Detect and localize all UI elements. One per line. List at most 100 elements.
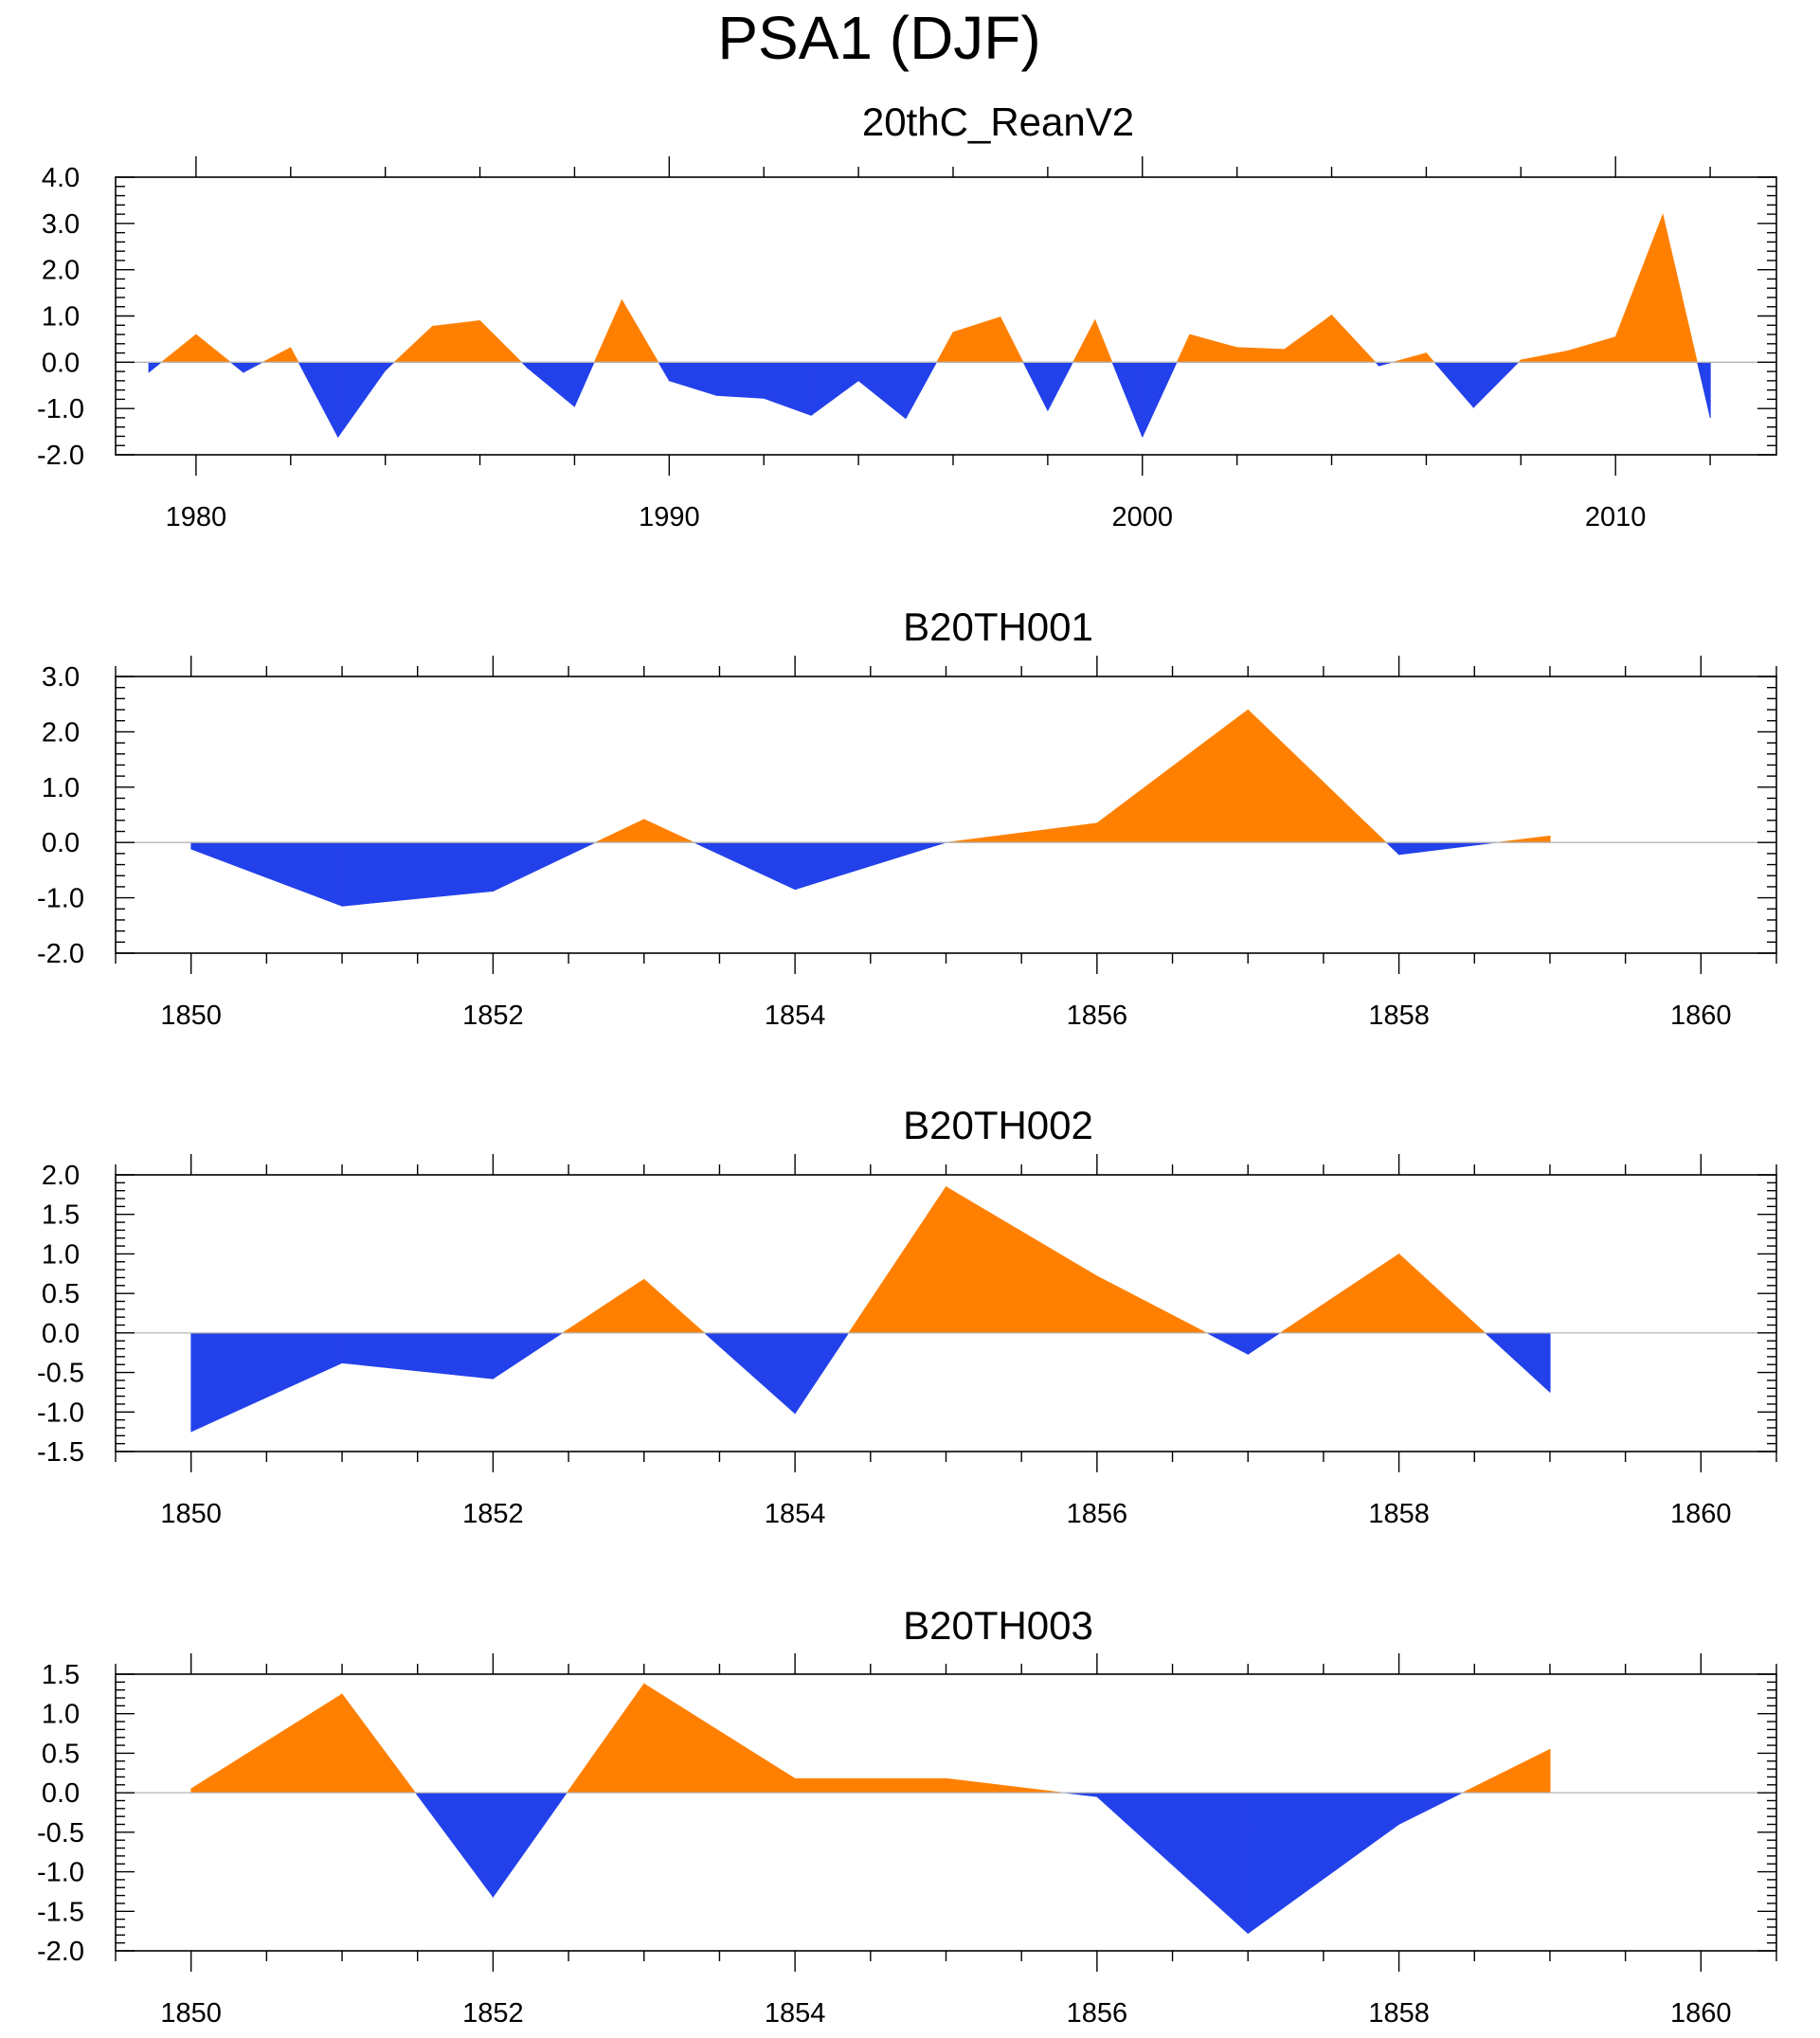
negative-anomaly-area <box>810 362 859 417</box>
positive-anomaly-area <box>1496 835 1551 843</box>
negative-anomaly-area <box>1206 1332 1249 1355</box>
y-tick-label: 3.0 <box>42 209 80 240</box>
negative-anomaly-area <box>1398 841 1497 856</box>
positive-anomaly-area <box>1176 334 1191 363</box>
y-tick-label: -1.0 <box>37 394 84 424</box>
x-tick-label: 1856 <box>1067 1998 1128 2029</box>
positive-anomaly-area <box>946 1777 1065 1794</box>
x-tick-label: 2000 <box>1112 502 1174 532</box>
x-tick-label: 1860 <box>1670 1499 1732 1529</box>
negative-anomaly-area <box>669 362 717 396</box>
chart-panel-1: 20thC_ReanV2 1980 1990 2000 2010 -2.0 -1.0 0.0 1… <box>37 99 1777 532</box>
positive-anomaly-area <box>1247 709 1387 843</box>
plot-frame <box>115 176 1777 456</box>
positive-anomaly-area <box>643 1683 796 1794</box>
positive-anomaly-area <box>1094 319 1113 363</box>
positive-anomaly-area <box>566 1683 645 1794</box>
chart-panel-2: B20TH001 1850 1852 1854 1856 1858 1860 -2.0 -1.0… <box>37 604 1777 1031</box>
x-tick-label: 1856 <box>1067 1499 1128 1529</box>
y-tick-label: -1.0 <box>37 1858 84 1888</box>
y-tick-label: 0.0 <box>42 348 80 378</box>
positive-anomaly-area <box>1426 352 1435 363</box>
positive-anomaly-area <box>622 298 659 363</box>
x-tick-label: 1858 <box>1368 1001 1430 1031</box>
negative-anomaly-area <box>1047 362 1073 411</box>
positive-anomaly-area <box>794 1777 946 1794</box>
x-tick-label: 1852 <box>462 1499 524 1529</box>
x-tick-label: 1850 <box>160 1499 222 1529</box>
x-tick-label: 1852 <box>462 1998 524 2029</box>
y-tick-label: 0.0 <box>42 1319 80 1349</box>
negative-anomaly-area <box>297 362 339 438</box>
x-tick-label: 2010 <box>1585 502 1647 532</box>
x-tick-label: 1854 <box>765 1998 826 2029</box>
y-tick-label: 1.0 <box>42 773 80 803</box>
positive-anomaly-area <box>479 319 523 363</box>
negative-anomaly-area <box>763 362 812 416</box>
chart-panel-3: B20TH002 1850 1852 1854 1856 1858 1860 -1.5 -1.0… <box>37 1103 1777 1529</box>
y-tick-label: 1.0 <box>42 1700 80 1730</box>
negative-anomaly-area <box>229 362 244 373</box>
negative-anomaly-area <box>493 841 596 893</box>
positive-anomaly-area <box>1392 352 1427 363</box>
negative-anomaly-area <box>190 841 343 907</box>
positive-anomaly-area <box>936 332 954 363</box>
positive-anomaly-area <box>262 347 292 363</box>
x-tick-label: 1980 <box>166 502 227 532</box>
x-tick-label: 1856 <box>1067 1001 1128 1031</box>
positive-anomaly-area <box>1096 1275 1207 1334</box>
positive-anomaly-area <box>1662 214 1698 363</box>
negative-anomaly-area <box>703 1332 796 1415</box>
panel-title: B20TH003 <box>903 1603 1093 1648</box>
negative-anomaly-area <box>694 841 796 891</box>
positive-anomaly-area <box>160 334 197 363</box>
positive-anomaly-area <box>1567 336 1616 363</box>
negative-anomaly-area <box>1142 362 1178 438</box>
positive-anomaly-area <box>190 1693 343 1794</box>
y-tick-label: 3.0 <box>42 662 80 693</box>
negative-anomaly-area <box>794 1332 850 1415</box>
x-tick-label: 1858 <box>1368 1998 1430 2029</box>
y-tick-label: 1.5 <box>42 1200 80 1231</box>
negative-anomaly-area <box>414 1792 494 1899</box>
y-tick-label: 1.0 <box>42 1239 80 1270</box>
figure-title: PSA1 (DJF) <box>717 4 1040 72</box>
negative-anomaly-area <box>527 362 575 407</box>
negative-anomaly-area <box>1385 841 1399 856</box>
positive-anomaly-area <box>1614 213 1664 363</box>
negative-anomaly-area <box>520 362 528 369</box>
positive-anomaly-area <box>1279 1253 1399 1334</box>
negative-anomaly-area <box>1111 362 1144 438</box>
positive-anomaly-area <box>1189 334 1237 363</box>
positive-anomaly-area <box>1331 314 1377 363</box>
positive-anomaly-area <box>1096 709 1249 843</box>
x-tick-label: 1990 <box>639 502 700 532</box>
x-tick-label: 1854 <box>765 1001 826 1031</box>
x-tick-label: 1852 <box>462 1001 524 1031</box>
y-tick-label: -2.0 <box>37 1937 84 1967</box>
negative-anomaly-area <box>385 362 395 371</box>
positive-anomaly-area <box>593 299 622 363</box>
y-tick-label: 1.0 <box>42 302 80 333</box>
positive-anomaly-area <box>1000 316 1024 363</box>
negative-anomaly-area <box>341 1332 494 1380</box>
negative-anomaly-area <box>1022 362 1049 411</box>
y-tick-label: -2.0 <box>37 939 84 969</box>
y-tick-label: -2.0 <box>37 441 84 471</box>
negative-anomaly-area <box>715 362 765 399</box>
positive-anomaly-area <box>643 819 694 843</box>
y-tick-label: -0.5 <box>37 1818 84 1849</box>
positive-anomaly-area <box>1284 314 1332 363</box>
plot-frame <box>115 676 1777 954</box>
negative-anomaly-area <box>493 1332 564 1380</box>
positive-anomaly-area <box>290 347 299 363</box>
y-tick-label: 4.0 <box>42 163 80 193</box>
y-tick-label: -0.5 <box>37 1359 84 1389</box>
negative-anomaly-area <box>341 841 494 907</box>
y-tick-label: 0.0 <box>42 828 80 858</box>
negative-anomaly-area <box>574 362 595 407</box>
positive-anomaly-area <box>848 1185 946 1334</box>
negative-anomaly-area <box>1096 1792 1249 1935</box>
x-tick-label: 1854 <box>765 1499 826 1529</box>
